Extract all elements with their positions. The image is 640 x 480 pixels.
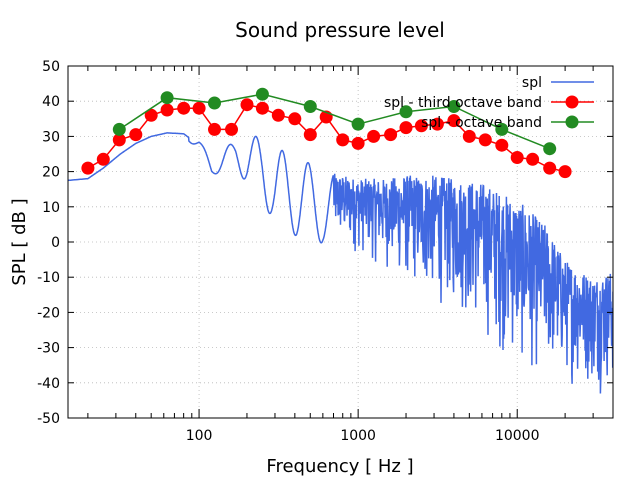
- third-octave-point: [271, 108, 285, 122]
- legend-marker: [565, 95, 579, 109]
- third-octave-point: [495, 138, 509, 152]
- x-tick-label: 100: [186, 428, 213, 444]
- octave-point: [303, 100, 317, 113]
- octave-point: [208, 96, 221, 110]
- third-octave-point: [478, 133, 492, 147]
- third-octave-point: [177, 101, 191, 115]
- legend: spl spl - third octave band spl - octave b…: [384, 75, 594, 131]
- y-tick-label: 20: [42, 165, 60, 181]
- y-tick-label: 0: [51, 235, 60, 251]
- y-tick-label: 10: [42, 200, 60, 216]
- legend-label: spl: [522, 75, 542, 91]
- x-axis-label: Frequency [ Hz ]: [266, 456, 413, 477]
- octave-point: [160, 91, 174, 105]
- octave-point: [255, 87, 269, 101]
- octave-point: [351, 117, 365, 131]
- third-octave-point: [81, 161, 95, 175]
- third-octave-point: [447, 114, 461, 128]
- legend-label: spl - third octave band: [384, 95, 542, 111]
- third-octave-point: [144, 108, 158, 122]
- third-octave-point: [414, 119, 428, 133]
- third-octave-point: [225, 122, 238, 136]
- y-tick-label: -10: [37, 270, 60, 286]
- x-tick-label: 1000: [340, 428, 376, 444]
- third-octave-point: [558, 165, 572, 179]
- y-axis-label: SPL [ dB ]: [9, 198, 30, 285]
- octave-point: [447, 100, 461, 113]
- third-octave-point: [399, 121, 413, 135]
- chart-title: Sound pressure level: [235, 18, 445, 42]
- third-octave-point: [192, 101, 206, 115]
- legend-label: spl - octave band: [421, 115, 542, 131]
- octave-point: [399, 105, 413, 119]
- y-tick-label: 50: [42, 59, 60, 75]
- third-octave-point: [240, 98, 254, 112]
- third-octave-point: [112, 133, 126, 147]
- third-octave-point: [462, 129, 476, 143]
- third-octave-point: [526, 152, 540, 166]
- third-octave-point: [255, 101, 269, 115]
- octave-line: [118, 93, 550, 150]
- third-octave-point: [288, 112, 302, 126]
- third-octave-point: [543, 161, 557, 175]
- x-tick-label: 10000: [495, 428, 540, 444]
- third-octave-point: [96, 152, 110, 166]
- octave-point: [112, 122, 126, 136]
- y-tick-label: -50: [37, 411, 60, 427]
- plot-series: [68, 87, 613, 394]
- third-octave-point: [351, 136, 365, 150]
- y-tick-label: 40: [42, 94, 60, 110]
- octave-point: [543, 142, 557, 156]
- third-octave-point: [384, 128, 398, 142]
- third-octave-point: [430, 117, 444, 131]
- y-tick-label: -30: [37, 341, 60, 357]
- third-octave-point: [510, 151, 524, 164]
- third-octave-point: [367, 129, 381, 143]
- y-tick-label: -40: [37, 376, 60, 392]
- y-tick-label: -20: [37, 305, 60, 321]
- octave-point: [495, 122, 509, 136]
- spl-line: [68, 132, 613, 394]
- third-octave-point: [208, 122, 221, 136]
- third-octave-point: [303, 128, 317, 142]
- ticks: -50 -40 -30 -20 -10 0 10 20 30 40 50 100 1000 10000: [37, 59, 614, 444]
- legend-marker: [565, 115, 579, 129]
- third-octave-point: [129, 128, 143, 142]
- third-octave-point: [160, 103, 174, 117]
- y-tick-label: 30: [42, 129, 60, 145]
- third-octave-point: [336, 133, 350, 147]
